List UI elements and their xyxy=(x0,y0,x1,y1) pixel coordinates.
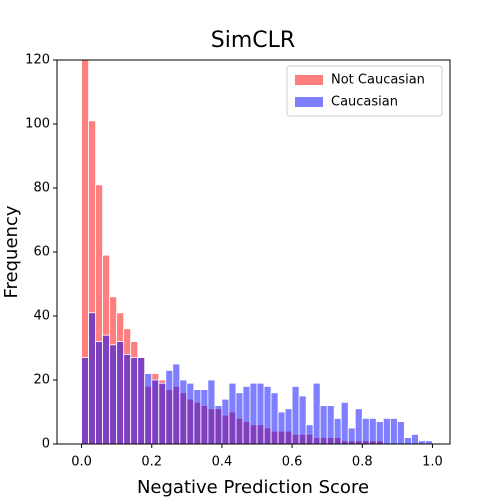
bar xyxy=(403,437,412,444)
bar xyxy=(284,408,293,444)
bar xyxy=(340,401,349,444)
x-tick-label: 0.6 xyxy=(282,455,303,470)
bar xyxy=(123,353,132,444)
bar xyxy=(312,382,321,444)
y-tick-label: 80 xyxy=(33,181,50,196)
bar xyxy=(200,389,209,444)
y-tick-label: 100 xyxy=(25,117,50,132)
bar xyxy=(214,405,223,444)
legend-swatch xyxy=(295,97,323,107)
y-tick-label: 40 xyxy=(33,309,50,324)
bar xyxy=(291,385,300,444)
y-tick-label: 20 xyxy=(33,373,50,388)
bar xyxy=(165,369,174,444)
y-tick-label: 60 xyxy=(33,245,50,260)
legend-label: Caucasian xyxy=(331,95,398,110)
legend-label: Not Caucasian xyxy=(331,73,425,88)
y-axis-label: Frequency xyxy=(1,205,22,298)
bar xyxy=(305,424,314,444)
bar xyxy=(158,382,167,444)
bar xyxy=(263,385,272,444)
bar xyxy=(382,417,391,444)
bar xyxy=(368,417,377,444)
bar xyxy=(396,421,405,444)
bar xyxy=(375,421,384,444)
bar xyxy=(361,417,370,444)
bar xyxy=(354,408,363,444)
bar xyxy=(270,392,279,444)
bar xyxy=(389,417,398,444)
bar xyxy=(256,382,265,444)
bar xyxy=(193,389,202,444)
legend-box xyxy=(286,65,443,117)
bar xyxy=(333,417,342,444)
bar xyxy=(88,312,96,444)
x-tick-label: 0.8 xyxy=(352,455,373,470)
x-tick-label: 0.2 xyxy=(141,455,162,470)
y-tick-label: 0 xyxy=(42,437,50,452)
bar xyxy=(221,398,230,444)
x-axis-label: Negative Prediction Score xyxy=(137,477,369,498)
bar xyxy=(242,385,251,444)
bar xyxy=(102,334,111,444)
bar xyxy=(249,382,258,444)
bar xyxy=(319,405,328,444)
bar xyxy=(207,379,216,444)
bar xyxy=(411,433,419,444)
x-tick-label: 1.0 xyxy=(422,455,443,470)
bar xyxy=(137,357,146,444)
bar xyxy=(109,344,118,444)
bar xyxy=(130,357,139,444)
chart-title: SimCLR xyxy=(211,28,295,53)
bar xyxy=(144,373,153,444)
bar xyxy=(347,427,356,444)
bar xyxy=(116,341,125,444)
legend-swatch xyxy=(295,75,323,85)
bar xyxy=(151,379,160,444)
y-tick-label: 120 xyxy=(25,53,50,68)
bar xyxy=(81,357,89,444)
bar xyxy=(326,405,335,444)
bar xyxy=(172,363,181,444)
bar xyxy=(186,382,195,444)
bar xyxy=(235,392,244,444)
bar xyxy=(179,379,188,444)
bar xyxy=(95,341,104,444)
bar xyxy=(298,395,307,444)
bar xyxy=(277,411,286,444)
x-tick-label: 0.0 xyxy=(71,455,92,470)
bar xyxy=(228,382,237,444)
x-tick-label: 0.4 xyxy=(212,455,233,470)
